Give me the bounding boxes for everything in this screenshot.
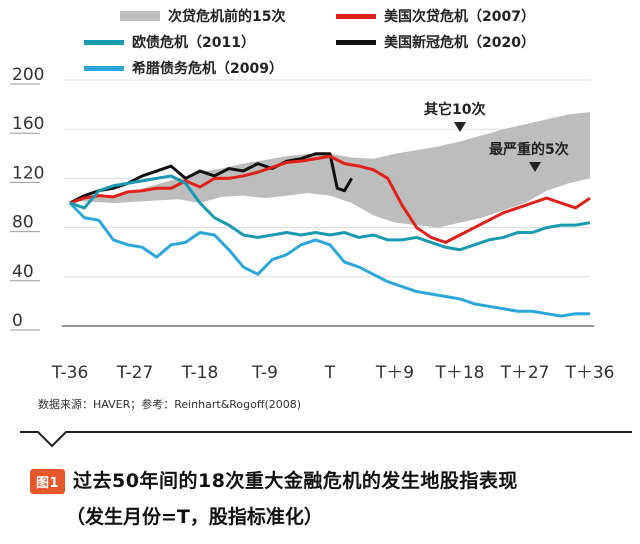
x-tick-label: T-27 xyxy=(116,363,154,383)
annotation-label: 最严重的5次 xyxy=(489,141,569,158)
y-tick-label: 160 xyxy=(12,114,44,134)
figure-caption: 图1 过去50年间的18次重大金融危机的发生地股指表现 （发生月份=T，股指标准化… xyxy=(30,466,630,529)
legend-label: 美国新冠危机（2020） xyxy=(384,35,535,51)
source-note: 数据来源：HAVER；参考：Reinhart&Rogoff(2008) xyxy=(38,398,302,411)
legend-swatch-euro xyxy=(84,39,124,45)
figure-badge: 图1 xyxy=(30,469,66,494)
x-tick-label: T＋27 xyxy=(499,363,549,383)
x-axis: T-36 T-27 T-18 T-9 T T＋9 T＋18 T＋27 T＋36 xyxy=(51,363,615,383)
y-tick-label: 80 xyxy=(12,213,34,233)
band-layer xyxy=(70,111,590,228)
caption-subtitle: （发生月份=T，股指标准化） xyxy=(66,506,323,528)
caption-text: 过去50年间的18次重大金融危机的发生地股指表现 xyxy=(73,470,518,492)
legend-swatch-covid xyxy=(336,39,376,45)
y-tick-label: 120 xyxy=(12,163,44,183)
x-tick-label: T-9 xyxy=(251,363,278,383)
legend-label: 欧债危机（2011） xyxy=(132,35,255,51)
legend-swatch-band xyxy=(120,11,160,21)
y-tick-label: 0 xyxy=(12,311,23,331)
line-chart: 0 40 80 120 160 200 T-36 T-27 T-18 T-9 T T＋9 T＋18 T＋… xyxy=(10,65,615,383)
x-tick-label: T＋9 xyxy=(375,363,414,383)
x-tick-label: T＋36 xyxy=(564,363,614,383)
x-tick-label: T-36 xyxy=(51,363,89,383)
legend-label: 希腊债务危机（2009） xyxy=(132,61,283,77)
annotation-marker xyxy=(454,122,466,132)
legend-item-euro: 欧债危机（2011） xyxy=(84,32,255,52)
caption-title: 图1 过去50年间的18次重大金融危机的发生地股指表现 xyxy=(30,466,630,494)
legend-item-band: 次贷危机前的15次 xyxy=(120,6,285,26)
y-tick-label: 200 xyxy=(12,65,44,85)
divider xyxy=(20,431,632,448)
y-tick-label: 40 xyxy=(12,262,34,282)
x-tick-label: T-18 xyxy=(181,363,219,383)
x-tick-label: T＋18 xyxy=(434,363,484,383)
band-area xyxy=(70,111,590,228)
legend-item-covid: 美国新冠危机（2020） xyxy=(336,32,535,52)
legend-label: 次贷危机前的15次 xyxy=(168,9,286,25)
legend-label: 美国次贷危机（2007） xyxy=(384,9,535,25)
legend-item-greece: 希腊债务危机（2009） xyxy=(84,58,283,78)
annotation-marker xyxy=(529,162,541,172)
series-layer xyxy=(68,152,591,318)
legend-swatch-subprime xyxy=(336,13,376,19)
annotation-label: 其它10次 xyxy=(424,101,485,118)
series-line xyxy=(68,201,590,318)
x-tick-label: T xyxy=(324,363,336,383)
y-axis: 0 40 80 120 160 200 xyxy=(10,65,44,331)
series-line xyxy=(69,154,591,244)
legend-item-subprime: 美国次贷危机（2007） xyxy=(336,6,535,26)
series-line xyxy=(69,174,591,252)
legend-swatch-greece xyxy=(84,65,124,71)
